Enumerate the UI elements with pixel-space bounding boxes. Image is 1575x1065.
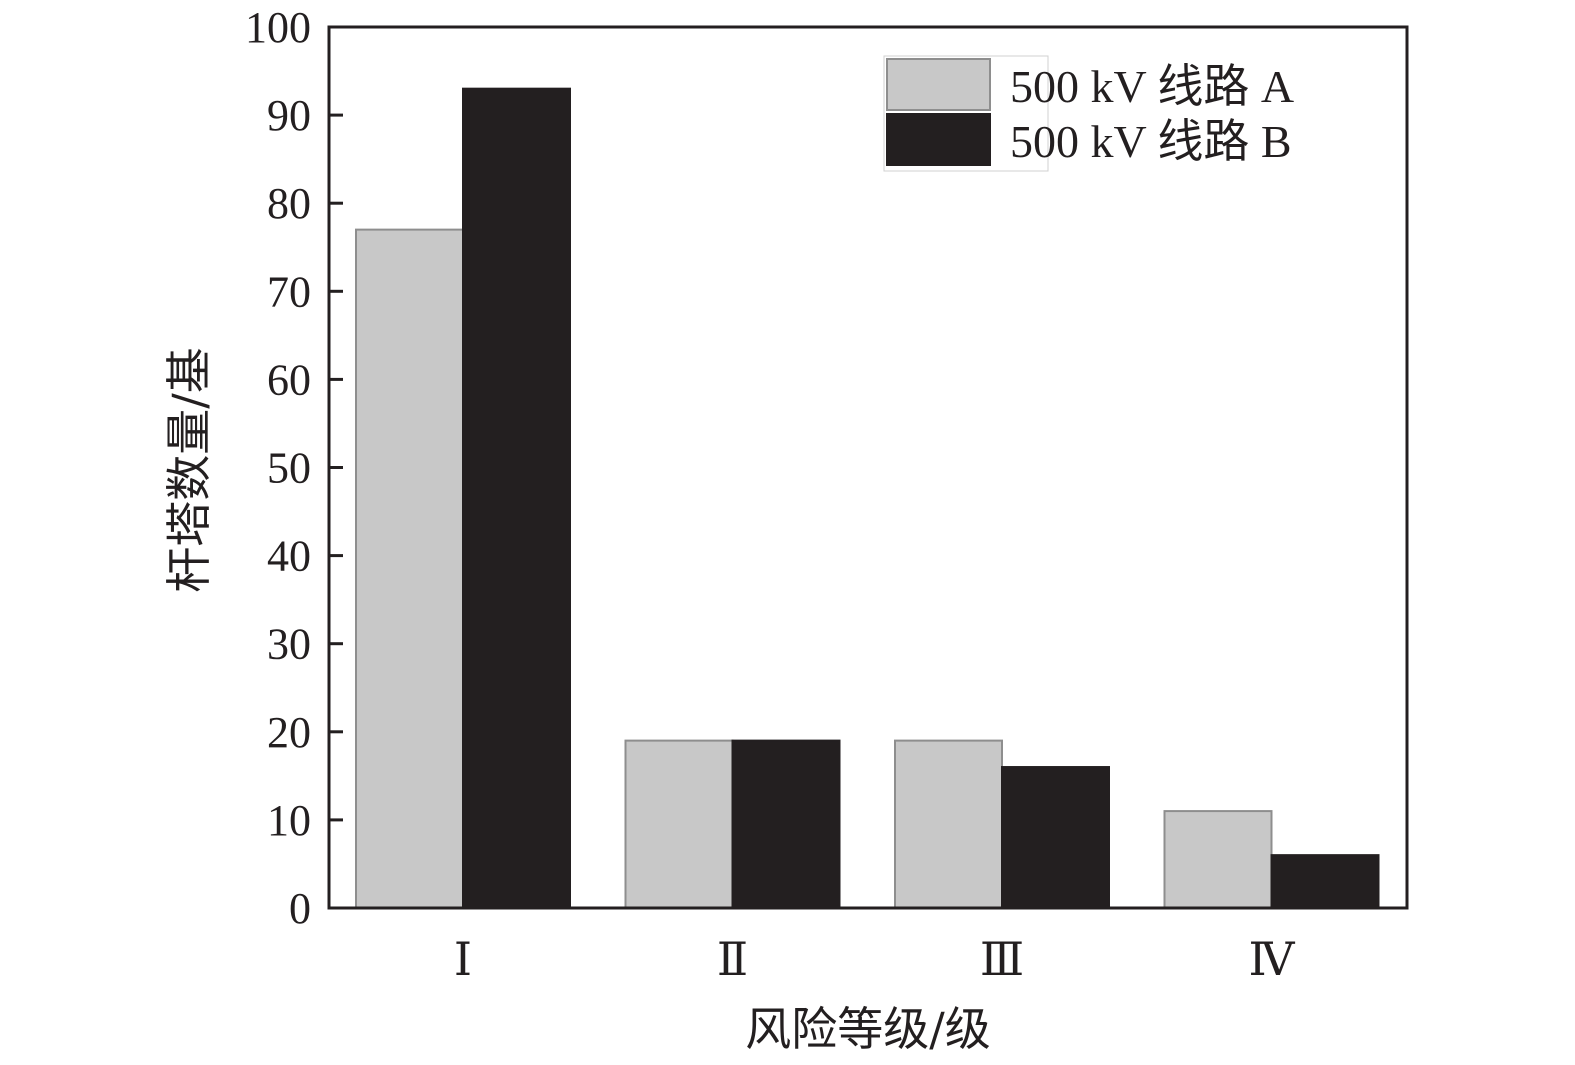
- bars-group: [355, 87, 1380, 910]
- y-tick-label: 60: [267, 355, 311, 404]
- y-tick-label: 20: [267, 708, 311, 757]
- bar-b-3: [1001, 766, 1110, 909]
- y-tick-label: 50: [267, 444, 311, 493]
- y-tick-label: 80: [267, 179, 311, 228]
- bar-a-2: [624, 739, 734, 909]
- legend-swatch-b: [886, 113, 991, 166]
- y-tick-label: 0: [289, 884, 311, 933]
- y-tick-label: 30: [267, 620, 311, 669]
- bar-a-1: [355, 228, 464, 909]
- x-category-label: Ⅱ: [717, 934, 748, 985]
- x-category-label: Ⅰ: [454, 934, 472, 985]
- legend-swatch-a: [886, 58, 991, 111]
- bar-a-4: [1163, 810, 1273, 910]
- y-tick-label: 10: [267, 796, 311, 845]
- x-axis-label: 风险等级/级: [745, 1002, 991, 1056]
- y-tick-label: 70: [267, 267, 311, 316]
- bar-b-4: [1270, 854, 1380, 910]
- y-axis: 0 10 20 30 40 50 60 70 80 90 100: [245, 3, 343, 933]
- x-axis: Ⅰ Ⅱ Ⅲ Ⅳ: [454, 934, 1296, 985]
- y-tick-label: 90: [267, 91, 311, 140]
- x-category-label: Ⅲ: [980, 934, 1024, 985]
- y-tick-label: 100: [245, 3, 311, 52]
- bar-a-3: [894, 739, 1003, 909]
- legend-label-a: 500 kV 线路 A: [1010, 61, 1294, 112]
- bar-b-1: [462, 87, 571, 910]
- y-axis-label: 杆塔数量/基: [162, 347, 216, 593]
- x-category-label: Ⅳ: [1249, 934, 1296, 985]
- y-tick-label: 40: [267, 532, 311, 581]
- bar-b-2: [731, 739, 841, 909]
- legend-label-b: 500 kV 线路 B: [1010, 116, 1292, 167]
